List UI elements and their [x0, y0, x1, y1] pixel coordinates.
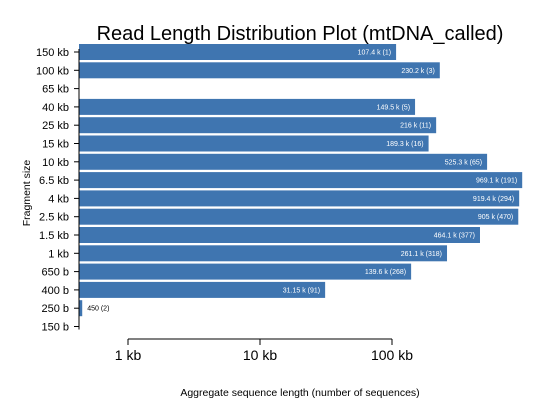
y-tick-label: 10 kb — [42, 157, 69, 169]
x-tick-label: 10 kb — [243, 347, 277, 363]
y-tick-label: 25 kb — [42, 120, 69, 132]
bar — [79, 281, 326, 298]
y-tick-label: 4 kb — [48, 193, 69, 205]
bar — [79, 135, 429, 152]
bar-value-label: 216 k (11) — [400, 123, 431, 130]
bars-group — [79, 44, 523, 317]
y-tick-label: 150 kb — [36, 47, 69, 59]
x-tick-label: 1 kb — [115, 347, 142, 363]
bar-value-label: 31.15 k (91) — [283, 287, 320, 294]
bar — [79, 263, 412, 280]
bar-value-label: 450 (2) — [87, 306, 109, 313]
bar — [79, 300, 83, 317]
y-tick-label: 400 b — [41, 285, 69, 297]
bar — [79, 190, 520, 207]
y-tick-label: 6.5 kb — [39, 175, 69, 187]
y-axis-label: Fragment size — [21, 160, 33, 227]
bar-value-label: 905 k (470) — [478, 214, 513, 221]
bar-value-label: 464.1 k (377) — [434, 233, 475, 240]
y-tick-label: 250 b — [41, 303, 69, 315]
bar-value-label: 139.6 k (268) — [365, 269, 406, 276]
y-tick-label: 15 kb — [42, 139, 69, 151]
bar — [79, 172, 523, 189]
y-axis: 150 kb 100 kb 65 kb 40 kb 25 kb 15 kb 10 kb 6.5… — [36, 47, 80, 334]
x-axis: 1 kb 10 kb 100 kb — [115, 338, 413, 363]
x-tick-label: 100 kb — [371, 347, 413, 363]
bar — [79, 44, 397, 60]
x-axis-label: Aggregate sequence length (number of seq… — [180, 387, 419, 399]
bar — [79, 227, 480, 243]
bar-value-label: 969.1 k (191) — [476, 178, 517, 185]
bar-value-label: 107.4 k (1) — [358, 50, 391, 57]
y-tick-label: 40 kb — [42, 102, 69, 114]
y-tick-label: 65 kb — [42, 84, 69, 96]
bar-value-label: 230.2 k (3) — [401, 68, 434, 75]
y-tick-label: 100 kb — [36, 65, 69, 77]
bar — [79, 208, 519, 225]
bar — [79, 117, 437, 134]
bar — [79, 245, 448, 262]
y-tick-label: 650 b — [41, 267, 69, 279]
bar-value-label: 261.1 k (318) — [401, 251, 442, 258]
bar — [79, 62, 440, 79]
bar — [79, 153, 488, 170]
y-tick-label: 2.5 kb — [39, 212, 69, 224]
bar-value-label: 919.4 k (294) — [473, 196, 514, 203]
bar-value-label: 149.5 k (5) — [377, 104, 410, 111]
chart-title: Read Length Distribution Plot (mtDNA_cal… — [97, 23, 504, 45]
y-tick-label: 150 b — [41, 322, 69, 334]
bar — [79, 98, 416, 115]
bar-labels-group: 107.4 k (1) 230.2 k (3) 149.5 k (5) 216 k (… — [87, 50, 517, 313]
bar-value-label: 525.3 k (65) — [445, 159, 482, 166]
bar-value-label: 189.3 k (16) — [386, 141, 423, 148]
y-tick-label: 1 kb — [48, 248, 69, 260]
y-tick-label: 1.5 kb — [39, 230, 69, 242]
